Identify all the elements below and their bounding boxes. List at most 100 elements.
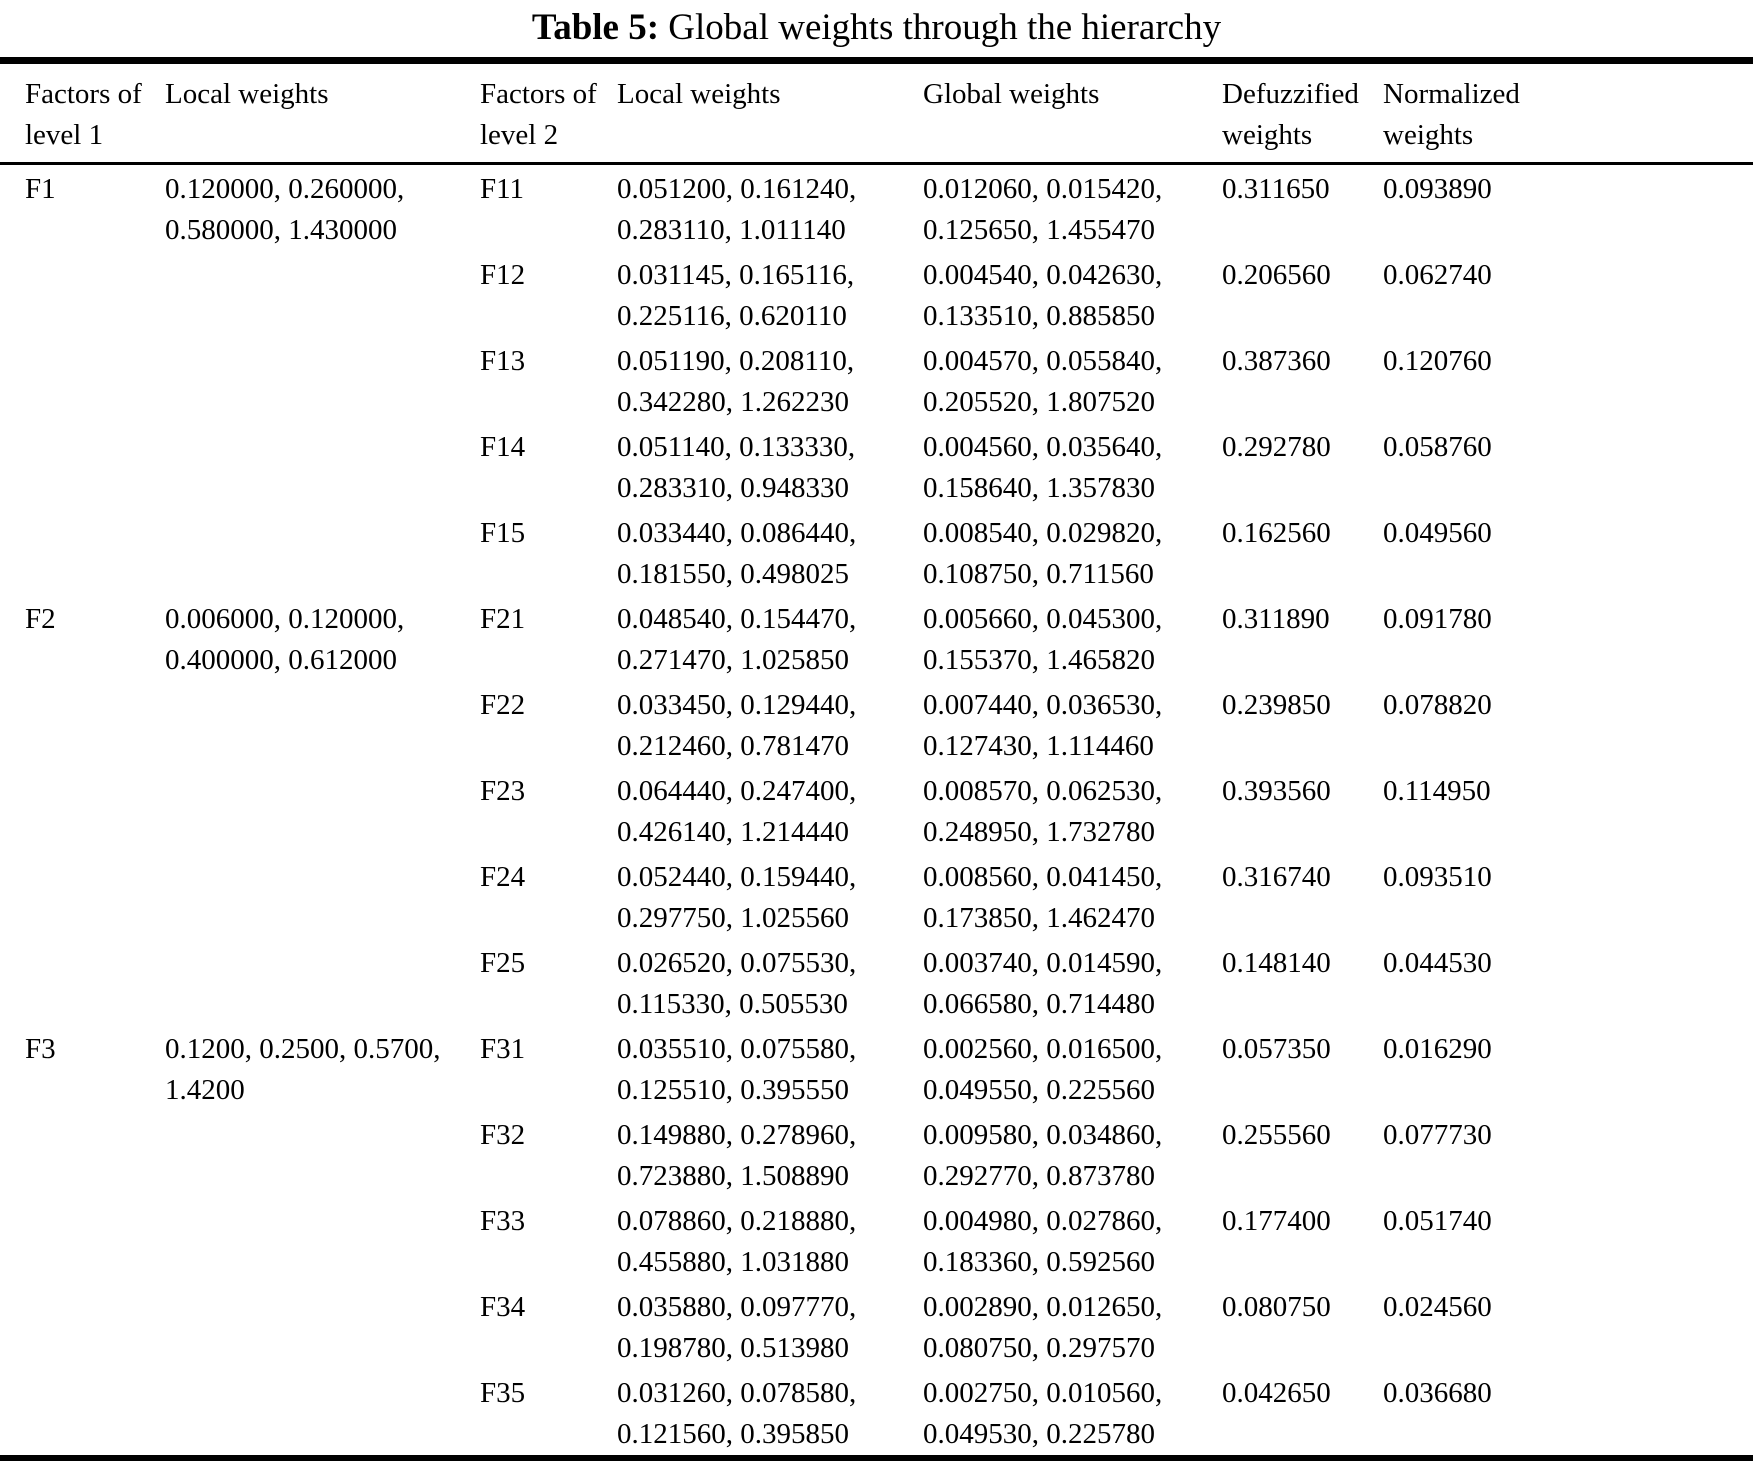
level2-factor-cell: F33	[480, 1205, 526, 1237]
global-weights-cell: 0.004560, 0.035640, 0.158640, 1.357830	[923, 431, 1163, 504]
global-weights-cell: 0.004570, 0.055840, 0.205520, 1.807520	[923, 345, 1163, 418]
table-row: F13 0.051190, 0.208110, 0.342280, 1.26223…	[0, 337, 1753, 423]
global-weights-cell: 0.004980, 0.027860, 0.183360, 0.592560	[923, 1205, 1163, 1278]
level2-factor-cell: F14	[480, 431, 526, 463]
normalized-weight-cell: 0.114950	[1383, 775, 1491, 807]
table-row: F35 0.031260, 0.078580, 0.121560, 0.39585…	[0, 1369, 1753, 1458]
table-row: F34 0.035880, 0.097770, 0.198780, 0.51398…	[0, 1283, 1753, 1369]
level2-factor-cell: F11	[480, 173, 525, 205]
global-weights-cell: 0.007440, 0.036530, 0.127430, 1.114460	[923, 689, 1163, 762]
table-caption-label: Table 5:	[531, 7, 660, 48]
global-weights-cell: 0.003740, 0.014590, 0.066580, 0.714480	[923, 947, 1163, 1020]
level2-local-weights-cell: 0.051140, 0.133330, 0.283310, 0.948330	[617, 431, 856, 504]
normalized-weight-cell: 0.016290	[1383, 1033, 1492, 1065]
level1-factor-cell: F1	[25, 173, 56, 205]
normalized-weight-cell: 0.062740	[1383, 259, 1492, 291]
defuzzified-weight-cell: 0.292780	[1222, 431, 1331, 463]
global-weights-cell: 0.005660, 0.045300, 0.155370, 1.465820	[923, 603, 1163, 676]
level2-local-weights-cell: 0.051190, 0.208110, 0.342280, 1.262230	[617, 345, 855, 418]
table-row: F22 0.033450, 0.129440, 0.212460, 0.78147…	[0, 681, 1753, 767]
table-caption-text: Global weights through the hierarchy	[659, 7, 1222, 48]
defuzzified-weight-cell: 0.042650	[1222, 1377, 1331, 1409]
table-header: Factors of level 1 Local weights Factors…	[0, 60, 1753, 165]
normalized-weight-cell: 0.093510	[1383, 861, 1492, 893]
normalized-weight-cell: 0.093890	[1383, 173, 1492, 205]
level2-local-weights-cell: 0.048540, 0.154470, 0.271470, 1.025850	[617, 603, 857, 676]
table-row: F33 0.078860, 0.218880, 0.455880, 1.03188…	[0, 1197, 1753, 1283]
table-row: F23 0.064440, 0.247400, 0.426140, 1.21444…	[0, 767, 1753, 853]
defuzzified-weight-cell: 0.057350	[1222, 1033, 1331, 1065]
table-body: F1 0.120000, 0.260000, 0.580000, 1.430000…	[0, 164, 1753, 1459]
normalized-weight-cell: 0.036680	[1383, 1377, 1492, 1409]
level2-local-weights-cell: 0.031260, 0.078580, 0.121560, 0.395850	[617, 1377, 857, 1450]
header-factors-level1: Factors of level 1	[0, 60, 165, 165]
normalized-weight-cell: 0.049560	[1383, 517, 1492, 549]
defuzzified-weight-cell: 0.239850	[1222, 689, 1331, 721]
level2-factor-cell: F32	[480, 1119, 526, 1151]
table-row: F32 0.149880, 0.278960, 0.723880, 1.50889…	[0, 1111, 1753, 1197]
header-row: Factors of level 1 Local weights Factors…	[0, 60, 1753, 165]
table-row: F12 0.031145, 0.165116, 0.225116, 0.62011…	[0, 251, 1753, 337]
defuzzified-weight-cell: 0.393560	[1222, 775, 1331, 807]
global-weights-cell: 0.008570, 0.062530, 0.248950, 1.732780	[923, 775, 1163, 848]
header-local-weights-level1: Local weights	[165, 60, 480, 165]
normalized-weight-cell: 0.091780	[1383, 603, 1492, 635]
defuzzified-weight-cell: 0.311650	[1222, 173, 1330, 205]
defuzzified-weight-cell: 0.316740	[1222, 861, 1331, 893]
defuzzified-weight-cell: 0.387360	[1222, 345, 1331, 377]
level1-local-weights-cell: 0.120000, 0.260000, 0.580000, 1.430000	[165, 173, 405, 246]
table-row: F24 0.052440, 0.159440, 0.297750, 1.02556…	[0, 853, 1753, 939]
global-weights-cell: 0.004540, 0.042630, 0.133510, 0.885850	[923, 259, 1163, 332]
level2-local-weights-cell: 0.078860, 0.218880, 0.455880, 1.031880	[617, 1205, 857, 1278]
global-weights-cell: 0.008560, 0.041450, 0.173850, 1.462470	[923, 861, 1163, 934]
header-local-weights-level2: Local weights	[617, 60, 923, 165]
normalized-weight-cell: 0.058760	[1383, 431, 1492, 463]
defuzzified-weight-cell: 0.255560	[1222, 1119, 1331, 1151]
defuzzified-weight-cell: 0.311890	[1222, 603, 1330, 635]
table-row: F15 0.033440, 0.086440, 0.181550, 0.49802…	[0, 509, 1753, 595]
global-weights-cell: 0.002750, 0.010560, 0.049530, 0.225780	[923, 1377, 1163, 1450]
level2-factor-cell: F24	[480, 861, 526, 893]
defuzzified-weight-cell: 0.206560	[1222, 259, 1331, 291]
table-row: F14 0.051140, 0.133330, 0.283310, 0.94833…	[0, 423, 1753, 509]
global-weights-cell: 0.002560, 0.016500, 0.049550, 0.225560	[923, 1033, 1163, 1106]
level2-factor-cell: F13	[480, 345, 526, 377]
normalized-weight-cell: 0.077730	[1383, 1119, 1492, 1151]
normalized-weight-cell: 0.051740	[1383, 1205, 1492, 1237]
normalized-weight-cell: 0.078820	[1383, 689, 1492, 721]
level2-local-weights-cell: 0.149880, 0.278960, 0.723880, 1.508890	[617, 1119, 857, 1192]
level2-local-weights-cell: 0.033450, 0.129440, 0.212460, 0.781470	[617, 689, 857, 762]
level2-local-weights-cell: 0.035510, 0.075580, 0.125510, 0.395550	[617, 1033, 857, 1106]
level2-factor-cell: F22	[480, 689, 526, 721]
level2-factor-cell: F25	[480, 947, 526, 979]
defuzzified-weight-cell: 0.148140	[1222, 947, 1331, 979]
level2-factor-cell: F34	[480, 1291, 526, 1323]
defuzzified-weight-cell: 0.080750	[1222, 1291, 1331, 1323]
level2-factor-cell: F35	[480, 1377, 526, 1409]
defuzzified-weight-cell: 0.177400	[1222, 1205, 1331, 1237]
defuzzified-weight-cell: 0.162560	[1222, 517, 1331, 549]
level2-local-weights-cell: 0.035880, 0.097770, 0.198780, 0.513980	[617, 1291, 857, 1364]
table-row: F2 0.006000, 0.120000, 0.400000, 0.612000…	[0, 595, 1753, 681]
level2-factor-cell: F15	[480, 517, 526, 549]
level2-local-weights-cell: 0.064440, 0.247400, 0.426140, 1.214440	[617, 775, 857, 848]
header-normalized-weights: Normalized weights	[1383, 60, 1753, 165]
global-weights-cell: 0.009580, 0.034860, 0.292770, 0.873780	[923, 1119, 1163, 1192]
level1-local-weights-cell: 0.006000, 0.120000, 0.400000, 0.612000	[165, 603, 405, 676]
global-weights-cell: 0.008540, 0.029820, 0.108750, 0.711560	[923, 517, 1163, 590]
level2-factor-cell: F23	[480, 775, 526, 807]
header-global-weights: Global weights	[923, 60, 1222, 165]
normalized-weight-cell: 0.024560	[1383, 1291, 1492, 1323]
level2-factor-cell: F12	[480, 259, 526, 291]
level2-factor-cell: F21	[480, 603, 526, 635]
level2-local-weights-cell: 0.026520, 0.075530, 0.115330, 0.505530	[617, 947, 857, 1020]
level2-local-weights-cell: 0.031145, 0.165116, 0.225116, 0.620110	[617, 259, 855, 332]
level2-local-weights-cell: 0.051200, 0.161240, 0.283110, 1.011140	[617, 173, 857, 246]
level1-factor-cell: F3	[25, 1033, 56, 1065]
global-weights-cell: 0.012060, 0.015420, 0.125650, 1.455470	[923, 173, 1163, 246]
normalized-weight-cell: 0.044530	[1383, 947, 1492, 979]
level2-local-weights-cell: 0.052440, 0.159440, 0.297750, 1.025560	[617, 861, 857, 934]
level1-factor-cell: F2	[25, 603, 56, 635]
table-row: F25 0.026520, 0.075530, 0.115330, 0.50553…	[0, 939, 1753, 1025]
